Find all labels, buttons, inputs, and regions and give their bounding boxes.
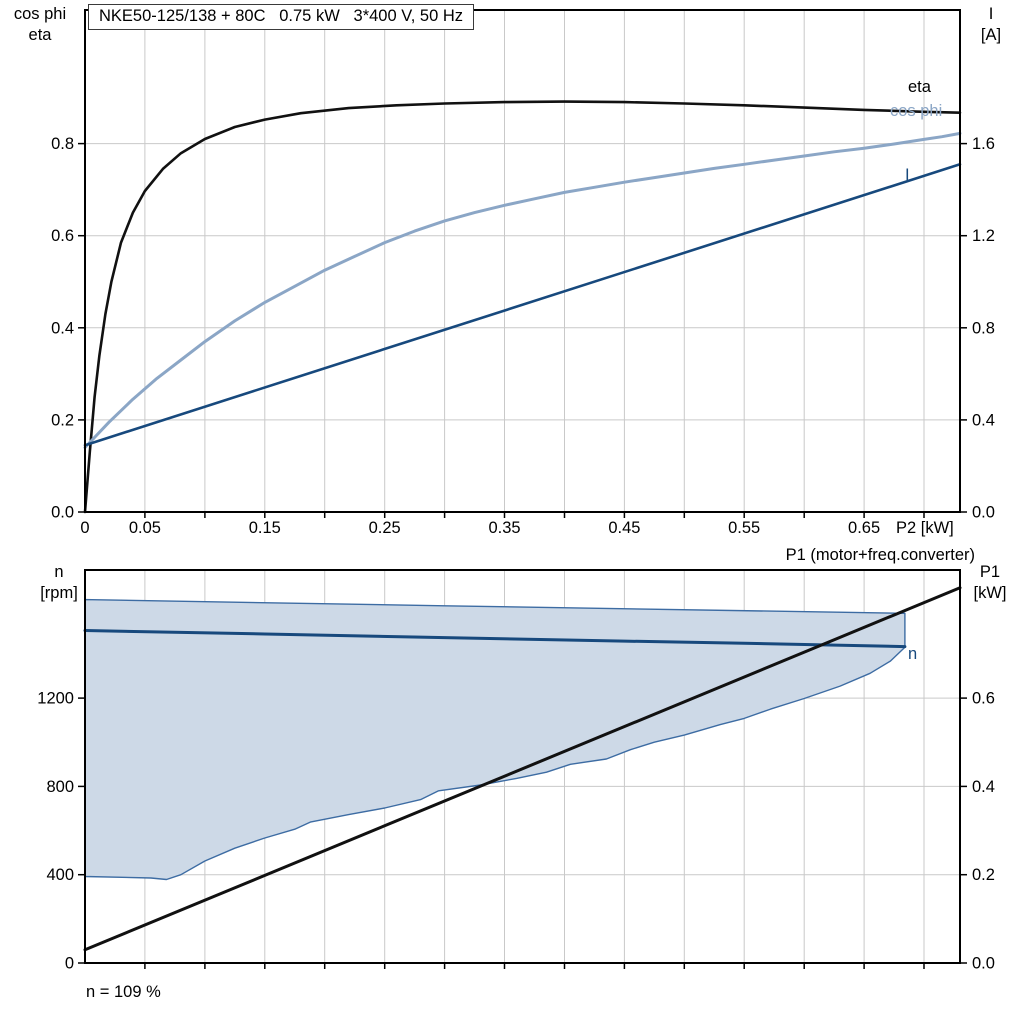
curve-p1-motor-freq-converter xyxy=(83,586,962,952)
left-axis-label-bottom-line2: [rpm] xyxy=(40,584,78,602)
tick-labels: 0 400 800 1200 0.0 0.2 0.4 0.6 xyxy=(37,690,995,973)
svg-text:0: 0 xyxy=(65,955,74,973)
right-axis-label-top-line2: [A] xyxy=(980,26,1002,44)
svg-text:800: 800 xyxy=(46,778,74,796)
x-axis-unit-label: P2 [kW] xyxy=(896,519,954,537)
speed-curve-label: n xyxy=(908,645,918,663)
svg-text:0.8: 0.8 xyxy=(51,135,74,153)
right-axis-label-top: I [A] xyxy=(964,4,1018,46)
right-axis-label-bottom-line2: [kW] xyxy=(973,584,1007,602)
left-axis-label-bottom-line1: n xyxy=(54,563,64,581)
svg-text:0.6: 0.6 xyxy=(51,227,74,245)
left-axis-label-top-line2: eta xyxy=(28,26,52,44)
speed-power-chart: 0 400 800 1200 0.0 0.2 0.4 0.6 xyxy=(37,569,995,973)
curve-i xyxy=(83,163,962,447)
svg-text:400: 400 xyxy=(46,866,74,884)
p2-performance-chart: 0 0.05 0.15 0.25 0.35 0.45 0.55 0.65 P2 [kW] 0.0 0… xyxy=(51,9,995,537)
svg-text:0.15: 0.15 xyxy=(249,519,281,537)
tick-marks xyxy=(78,697,967,969)
svg-text:0.25: 0.25 xyxy=(369,519,401,537)
p1-curve-label: P1 (motor+freq.converter) xyxy=(785,546,975,564)
svg-text:0.45: 0.45 xyxy=(608,519,640,537)
svg-text:0.0: 0.0 xyxy=(972,955,995,973)
tick-labels: 0 0.05 0.15 0.25 0.35 0.45 0.55 0.65 P2 [kW] 0.0 0… xyxy=(51,135,995,537)
chart-title: NKE50-125/138 + 80C 0.75 kW 3*400 V, 50 … xyxy=(88,4,474,30)
svg-text:1.6: 1.6 xyxy=(972,135,995,153)
svg-text:0.35: 0.35 xyxy=(488,519,520,537)
right-axis-label-bottom: P1 [kW] xyxy=(962,562,1018,604)
curve-cos-phi xyxy=(83,131,962,449)
gridlines xyxy=(85,10,960,512)
speed-range-area xyxy=(84,598,906,881)
svg-text:0.4: 0.4 xyxy=(972,778,995,796)
curve-n xyxy=(83,629,907,649)
plot-border xyxy=(84,9,961,513)
left-axis-label-top-line1: cos phi xyxy=(13,5,67,23)
svg-text:0.55: 0.55 xyxy=(728,519,760,537)
tick-marks xyxy=(78,142,967,518)
svg-text:0.4: 0.4 xyxy=(972,411,995,429)
speed-percentage-annotation: n = 109 % xyxy=(86,983,161,1001)
left-axis-label-bottom: n [rpm] xyxy=(29,562,89,604)
svg-text:0.6: 0.6 xyxy=(972,690,995,708)
svg-text:0.8: 0.8 xyxy=(972,319,995,337)
svg-text:0.4: 0.4 xyxy=(51,319,74,337)
plot-border xyxy=(84,569,961,964)
current-curve-label: I xyxy=(905,166,910,184)
svg-text:0.2: 0.2 xyxy=(51,411,74,429)
svg-text:0.0: 0.0 xyxy=(972,504,995,522)
eta-curve-label: eta xyxy=(908,78,931,96)
svg-text:1.2: 1.2 xyxy=(972,227,995,245)
cos-phi-curve-label: cos phi xyxy=(890,102,943,120)
right-axis-label-bottom-line1: P1 xyxy=(979,563,1001,581)
svg-text:0.65: 0.65 xyxy=(848,519,880,537)
svg-text:0.0: 0.0 xyxy=(51,504,74,522)
svg-text:0.05: 0.05 xyxy=(129,519,161,537)
svg-text:0.2: 0.2 xyxy=(972,866,995,884)
svg-text:0: 0 xyxy=(80,519,89,537)
right-axis-label-top-line1: I xyxy=(988,5,994,23)
left-axis-label-top: cos phi eta xyxy=(2,4,78,46)
curve-eta xyxy=(83,100,962,514)
svg-text:1200: 1200 xyxy=(37,690,74,708)
